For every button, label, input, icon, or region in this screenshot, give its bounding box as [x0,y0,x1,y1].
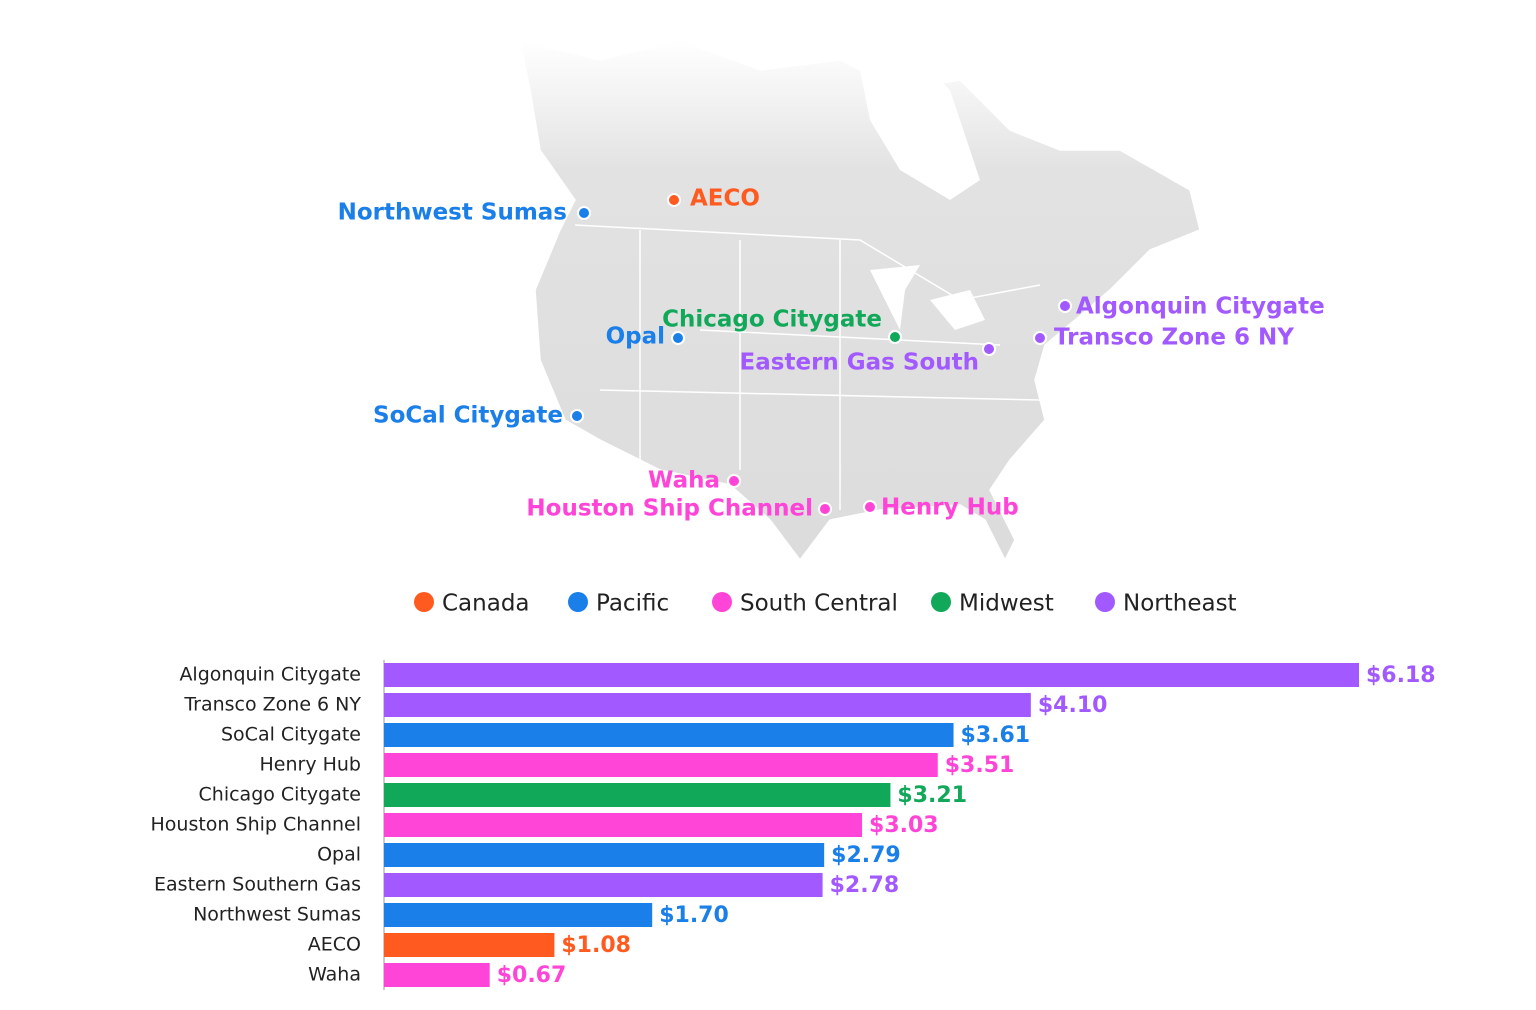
hudson-bay [860,58,980,200]
legend-swatch [931,592,951,612]
map-dot [888,330,902,344]
land [519,38,1201,562]
map-dot [667,193,681,207]
value-label: $4.10 [1038,693,1108,718]
map-label: Transco Zone 6 NY [1054,325,1294,351]
category-label: Chicago Citygate [199,784,361,806]
category-label: AECO [308,934,361,956]
bar [384,693,1031,717]
legend-swatch [712,592,732,612]
value-label: $2.79 [831,843,901,868]
legend-label: Canada [442,591,530,617]
bar [384,783,891,807]
legend: Canada Pacific South Central Midwest Northea… [414,591,1237,617]
bar [384,933,555,957]
map [519,38,1201,562]
map-dot [1058,299,1072,313]
value-label: $3.21 [897,783,967,808]
map-dot [1033,331,1047,345]
category-label: Opal [317,844,361,866]
bar [384,813,863,837]
category-label: Transco Zone 6 NY [183,694,361,716]
value-label: $3.03 [869,813,939,838]
map-label: Henry Hub [881,495,1019,521]
map-label: Northwest Sumas [338,200,567,226]
map-dot [982,342,996,356]
map-dot [727,474,741,488]
map-label: Chicago Citygate [662,307,882,333]
bar [384,873,823,897]
category-label: Henry Hub [259,754,361,776]
legend-label: Midwest [959,591,1054,617]
bar [384,963,490,987]
category-label: Eastern Southern Gas [154,874,361,896]
great-lakes [870,265,985,330]
bar [384,843,825,867]
map-label: Opal [606,324,665,350]
category-label: Houston Ship Channel [151,814,362,836]
map-label: Eastern Gas South [740,350,979,376]
borders [574,224,1041,510]
map-dot [577,206,591,220]
legend-label: Northeast [1123,591,1237,617]
map-dot [818,502,832,516]
category-label: SoCal Citygate [221,724,361,746]
map-dot [863,500,877,514]
bar [384,723,954,747]
category-label: Waha [308,964,361,986]
value-label: $1.08 [561,933,631,958]
category-label: Algonquin Citygate [179,664,361,686]
value-label: $0.67 [497,963,567,988]
legend-swatch [568,592,588,612]
legend-swatch [414,592,434,612]
bar [384,903,653,927]
value-label: $1.70 [659,903,729,928]
bar-chart: Algonquin Citygate $6.18 Transco Zone 6 NY… [151,660,1436,990]
legend-label: South Central [740,591,898,617]
value-label: $3.61 [961,723,1031,748]
map-label: AECO [690,186,760,212]
map-label: Houston Ship Channel [526,496,813,522]
value-label: $6.18 [1366,663,1436,688]
value-label: $2.78 [830,873,900,898]
value-label: $3.51 [945,753,1015,778]
legend-swatch [1095,592,1115,612]
map-label: Waha [648,468,720,494]
bar [384,753,938,777]
bar [384,663,1359,687]
legend-label: Pacific [596,591,669,617]
map-dot [570,409,584,423]
map-points: Northwest Sumas AECO Algonquin Citygate Tra… [338,186,1325,522]
map-dot [671,331,685,345]
map-label: Algonquin Citygate [1076,294,1325,320]
map-label: SoCal Citygate [373,403,563,429]
category-label: Northwest Sumas [193,904,361,926]
